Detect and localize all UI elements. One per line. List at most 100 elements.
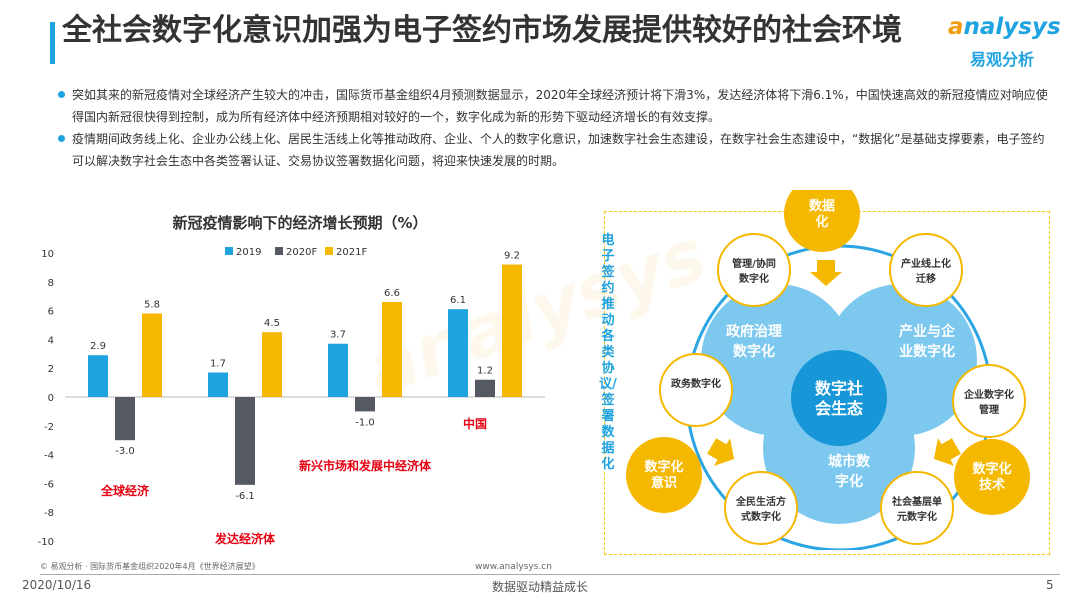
petal-label-line: 城市数: [828, 453, 871, 470]
bar-value-label: -6.1: [235, 491, 255, 502]
driver-label-line: 数据: [809, 198, 835, 214]
bar: [142, 313, 162, 397]
driver-circle: [626, 437, 702, 513]
bullet-list: 突如其来的新冠疫情对全球经济产生较大的冲击，国际货币基金组织4月预测数据显示，2…: [58, 84, 1048, 172]
node-circle: [952, 364, 1026, 438]
node-circle: [889, 233, 963, 307]
driver-label: 数字化意识: [644, 459, 683, 491]
footer-divider: [40, 574, 1060, 575]
driver-arrow: [810, 260, 842, 286]
y-tick-label: 8: [48, 278, 54, 289]
petal-label-line: 政府治理: [726, 323, 782, 340]
node-label: 产业线上化迁移: [901, 257, 951, 285]
node-label-line: 全民生活方: [735, 495, 786, 508]
source-note: © 易观分析 · 国际货币基金组织2020年4月《世界经济展望》: [40, 562, 260, 571]
node-label-line: 数字化: [739, 272, 769, 285]
bar-value-label: 1.2: [477, 366, 493, 377]
node-circle: [880, 471, 954, 545]
bar: [235, 397, 255, 485]
diagram-vertical-label: 电子签约推动各类协议/签署数据化: [599, 233, 617, 472]
node-label-line: 产业线上化: [901, 257, 951, 270]
petal-label-line: 业数字化: [899, 343, 955, 360]
legend-swatch: [225, 247, 233, 255]
bar-value-label: 9.2: [504, 251, 520, 262]
node-label-line: 迁移: [916, 272, 936, 285]
node-label-line: 企业数字化: [963, 388, 1014, 401]
petal-label-line: 字化: [835, 473, 863, 490]
y-tick-label: -10: [38, 537, 54, 548]
driver-arrow: [933, 438, 961, 466]
category-label: 发达经济体: [214, 531, 276, 546]
bar-value-label: -3.0: [115, 446, 135, 457]
bar-value-label: 1.7: [210, 359, 226, 370]
node-label: 全民生活方式数字化: [735, 495, 786, 523]
y-tick-label: 2: [48, 364, 54, 375]
bar-value-label: 3.7: [330, 330, 346, 341]
y-tick-label: 0: [48, 393, 54, 404]
node-label-line: 管理: [979, 403, 999, 416]
legend-swatch: [325, 247, 333, 255]
driver-label-line: 化: [815, 214, 828, 230]
petal-label: 城市数字化: [828, 453, 871, 490]
driver-circle: [954, 439, 1030, 515]
logo-brand: analysys: [948, 14, 1061, 40]
node-label: 社会基层单元数字化: [891, 495, 942, 523]
center-circle: [791, 350, 887, 446]
y-tick-label: 4: [48, 335, 54, 346]
page-number: 5: [1046, 578, 1054, 592]
bar: [382, 301, 402, 397]
node-label-line: 社会基层单: [891, 495, 942, 508]
petal-label: 产业与企业数字化: [899, 323, 956, 360]
node-circle: [717, 233, 791, 307]
center-label: 数字社会生态: [815, 379, 863, 418]
logo-sub: 易观分析: [970, 50, 1035, 69]
logo-brand-text: nalysys: [963, 14, 1061, 40]
website-url: www.analysys.cn: [475, 562, 552, 572]
driver-label: 数据化: [809, 198, 835, 230]
category-label: 中国: [463, 416, 487, 431]
bar: [475, 379, 495, 397]
node-label: 管理/协同数字化: [732, 257, 776, 285]
node-circle: [659, 353, 733, 427]
bar: [448, 309, 468, 397]
bar: [208, 372, 228, 397]
driver-label-line: 技术: [979, 477, 1005, 493]
digital-society-diagram: 政府治理数字化产业与企业数字化城市数字化数字社会生态管理/协同数字化产业线上化迁…: [626, 190, 1030, 550]
y-tick-label: 10: [41, 249, 54, 260]
page-title: 全社会数字化意识加强为电子签约市场发展提供较好的社会环境: [62, 13, 902, 48]
y-tick-label: -6: [44, 479, 54, 490]
footer-slogan: 数据驱动精益成长: [491, 580, 588, 594]
y-tick-label: -2: [44, 422, 54, 433]
driver-label: 数字化技术: [972, 461, 1011, 493]
bar-value-label: 4.5: [264, 318, 280, 329]
node-label-line: 政务数字化: [671, 377, 721, 390]
bar-value-label: 6.1: [450, 295, 466, 306]
node-label: 政务数字化: [671, 377, 721, 390]
node-label-line: 管理/协同: [732, 257, 776, 270]
analysys-logo: analysys 易观分析: [948, 10, 1068, 70]
bullet-item: 疫情期间政务线上化、企业办公线上化、居民生活线上化等推动政府、企业、个人的数字化…: [58, 128, 1048, 172]
center-label-line: 数字社: [815, 379, 863, 398]
bar-value-label: 5.8: [144, 299, 160, 310]
driver-label-line: 意识: [651, 475, 677, 491]
title-accent-bar: [50, 22, 55, 64]
legend-swatch: [275, 247, 283, 255]
bar: [88, 355, 108, 397]
bullet-item: 突如其来的新冠疫情对全球经济产生较大的冲击，国际货币基金组织4月预测数据显示，2…: [58, 84, 1048, 128]
driver-arrow: [707, 438, 735, 466]
node-label: 企业数字化管理: [963, 388, 1014, 416]
center-label-line: 会生态: [815, 399, 863, 418]
node-label-line: 式数字化: [741, 510, 781, 523]
legend-label: 2021F: [336, 247, 367, 258]
chart-title: 新冠疫情影响下的经济增长预期（%）: [172, 214, 428, 232]
growth-bar-chart: 2019 2020F 2021F 10 8 6 4 2 0 -2 -4 -6 -8 -10 2.9 -3.0 5…: [38, 247, 545, 548]
petal-label: 政府治理数字化: [726, 323, 782, 360]
category-label: 新兴市场和发展中经济体: [299, 458, 432, 473]
bar: [328, 343, 348, 397]
bar: [115, 397, 135, 441]
petal-label-line: 产业与企: [899, 323, 956, 340]
legend-label: 2019: [236, 247, 261, 258]
y-tick-label: 6: [48, 307, 54, 318]
driver-label-line: 数字化: [644, 459, 683, 475]
node-label-line: 元数字化: [897, 510, 937, 523]
